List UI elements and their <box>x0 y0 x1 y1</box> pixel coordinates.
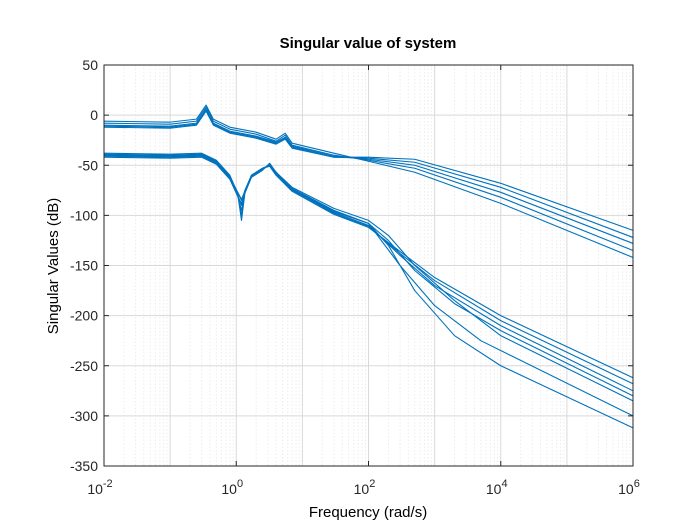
x-tick-label: 104 <box>486 478 508 497</box>
y-tick-label: -250 <box>70 358 98 374</box>
y-tick-label: 50 <box>82 57 98 73</box>
y-tick-label: -100 <box>70 207 98 223</box>
y-axis-label: Singular Values (dB) <box>45 198 62 334</box>
x-tick-label: 106 <box>618 478 640 497</box>
y-tick-label: -350 <box>70 458 98 474</box>
x-tick-label: 10-2 <box>87 478 112 497</box>
y-tick-label: -200 <box>70 308 98 324</box>
y-tick-label: 0 <box>90 107 98 123</box>
series-line-2 <box>103 106 634 251</box>
x-axis-label: Frequency (rad/s) <box>309 504 427 521</box>
data-lines <box>103 104 634 429</box>
chart-title: Singular value of system <box>280 35 457 52</box>
series-line-12 <box>103 154 634 417</box>
series-line-10 <box>103 156 634 379</box>
y-tick-label: -300 <box>70 408 98 424</box>
y-tick-label: -150 <box>70 258 98 274</box>
x-tick-label: 102 <box>354 478 376 497</box>
series-line-3 <box>103 108 634 244</box>
x-axis-ticks: 10-2 100 102 104 106 <box>87 65 640 497</box>
series-line-1 <box>103 104 634 258</box>
y-tick-label: -50 <box>78 157 98 173</box>
series-line-4 <box>103 109 634 238</box>
x-tick-label: 100 <box>221 478 243 497</box>
series-line-5 <box>103 110 634 231</box>
y-axis-ticks: 50 0 -50 -100 -150 -200 -250 -300 -350 <box>70 57 633 474</box>
